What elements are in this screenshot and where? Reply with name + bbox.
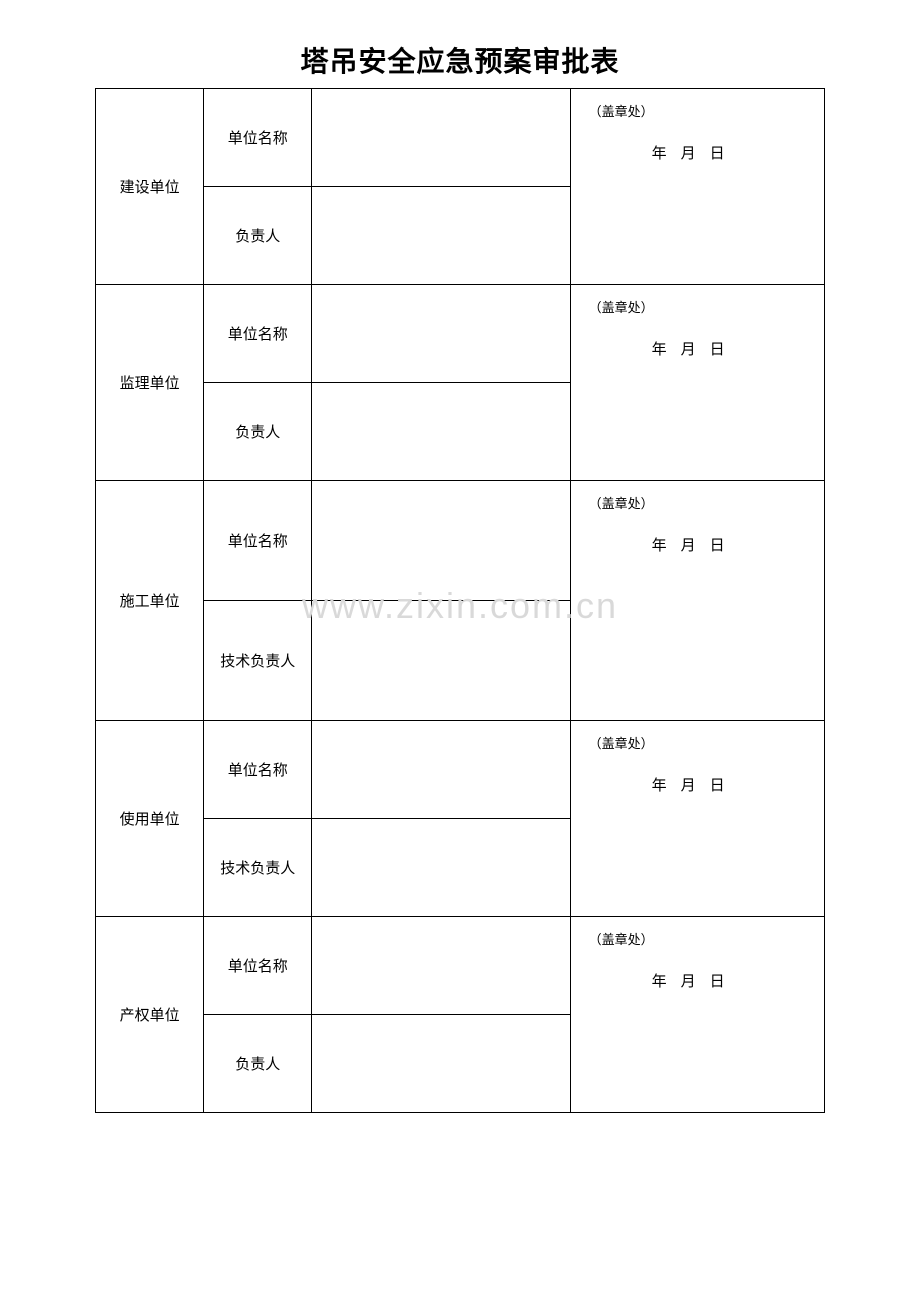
month-label: 月 (681, 146, 696, 162)
responsible-label: 技术负责人 (204, 819, 312, 917)
responsible-label: 负责人 (204, 1015, 312, 1113)
month-label: 月 (681, 778, 696, 794)
day-label: 日 (710, 778, 725, 794)
page-title: 塔吊安全应急预案审批表 (95, 40, 825, 80)
unit-name-value (312, 721, 570, 819)
unit-name-value (312, 481, 570, 601)
date-line: 年月日 (589, 774, 806, 795)
date-line: 年月日 (589, 534, 806, 555)
date-line: 年月日 (589, 142, 806, 163)
responsible-value (312, 601, 570, 721)
month-label: 月 (681, 538, 696, 554)
responsible-label: 负责人 (204, 187, 312, 285)
responsible-value (312, 1015, 570, 1113)
stamp-cell: （盖章处） 年月日 (570, 89, 824, 285)
month-label: 月 (681, 342, 696, 358)
unit-name-label: 单位名称 (204, 285, 312, 383)
unit-name-label: 单位名称 (204, 89, 312, 187)
unit-type-cell: 监理单位 (96, 285, 204, 481)
stamp-cell: （盖章处） 年月日 (570, 481, 824, 721)
approval-table: 建设单位单位名称（盖章处）年月日负责人监理单位单位名称（盖章处）年月日负责人施工… (95, 88, 825, 1113)
month-label: 月 (681, 974, 696, 990)
stamp-label: （盖章处） (589, 733, 806, 752)
day-label: 日 (710, 974, 725, 990)
year-label: 年 (652, 538, 667, 554)
stamp-label: （盖章处） (589, 297, 806, 316)
stamp-label: （盖章处） (589, 493, 806, 512)
unit-name-label: 单位名称 (204, 481, 312, 601)
stamp-label: （盖章处） (589, 929, 806, 948)
unit-name-value (312, 89, 570, 187)
unit-type-cell: 产权单位 (96, 917, 204, 1113)
day-label: 日 (710, 146, 725, 162)
year-label: 年 (652, 342, 667, 358)
day-label: 日 (710, 538, 725, 554)
responsible-label: 技术负责人 (204, 601, 312, 721)
day-label: 日 (710, 342, 725, 358)
stamp-cell: （盖章处） 年月日 (570, 917, 824, 1113)
responsible-value (312, 383, 570, 481)
unit-name-value (312, 917, 570, 1015)
date-line: 年月日 (589, 338, 806, 359)
year-label: 年 (652, 974, 667, 990)
stamp-cell: （盖章处） 年月日 (570, 721, 824, 917)
unit-name-label: 单位名称 (204, 721, 312, 819)
unit-type-cell: 建设单位 (96, 89, 204, 285)
responsible-value (312, 819, 570, 917)
stamp-label: （盖章处） (589, 101, 806, 120)
year-label: 年 (652, 146, 667, 162)
date-line: 年月日 (589, 970, 806, 991)
unit-name-value (312, 285, 570, 383)
responsible-label: 负责人 (204, 383, 312, 481)
unit-name-label: 单位名称 (204, 917, 312, 1015)
stamp-cell: （盖章处） 年月日 (570, 285, 824, 481)
unit-type-cell: 使用单位 (96, 721, 204, 917)
responsible-value (312, 187, 570, 285)
unit-type-cell: 施工单位 (96, 481, 204, 721)
year-label: 年 (652, 778, 667, 794)
